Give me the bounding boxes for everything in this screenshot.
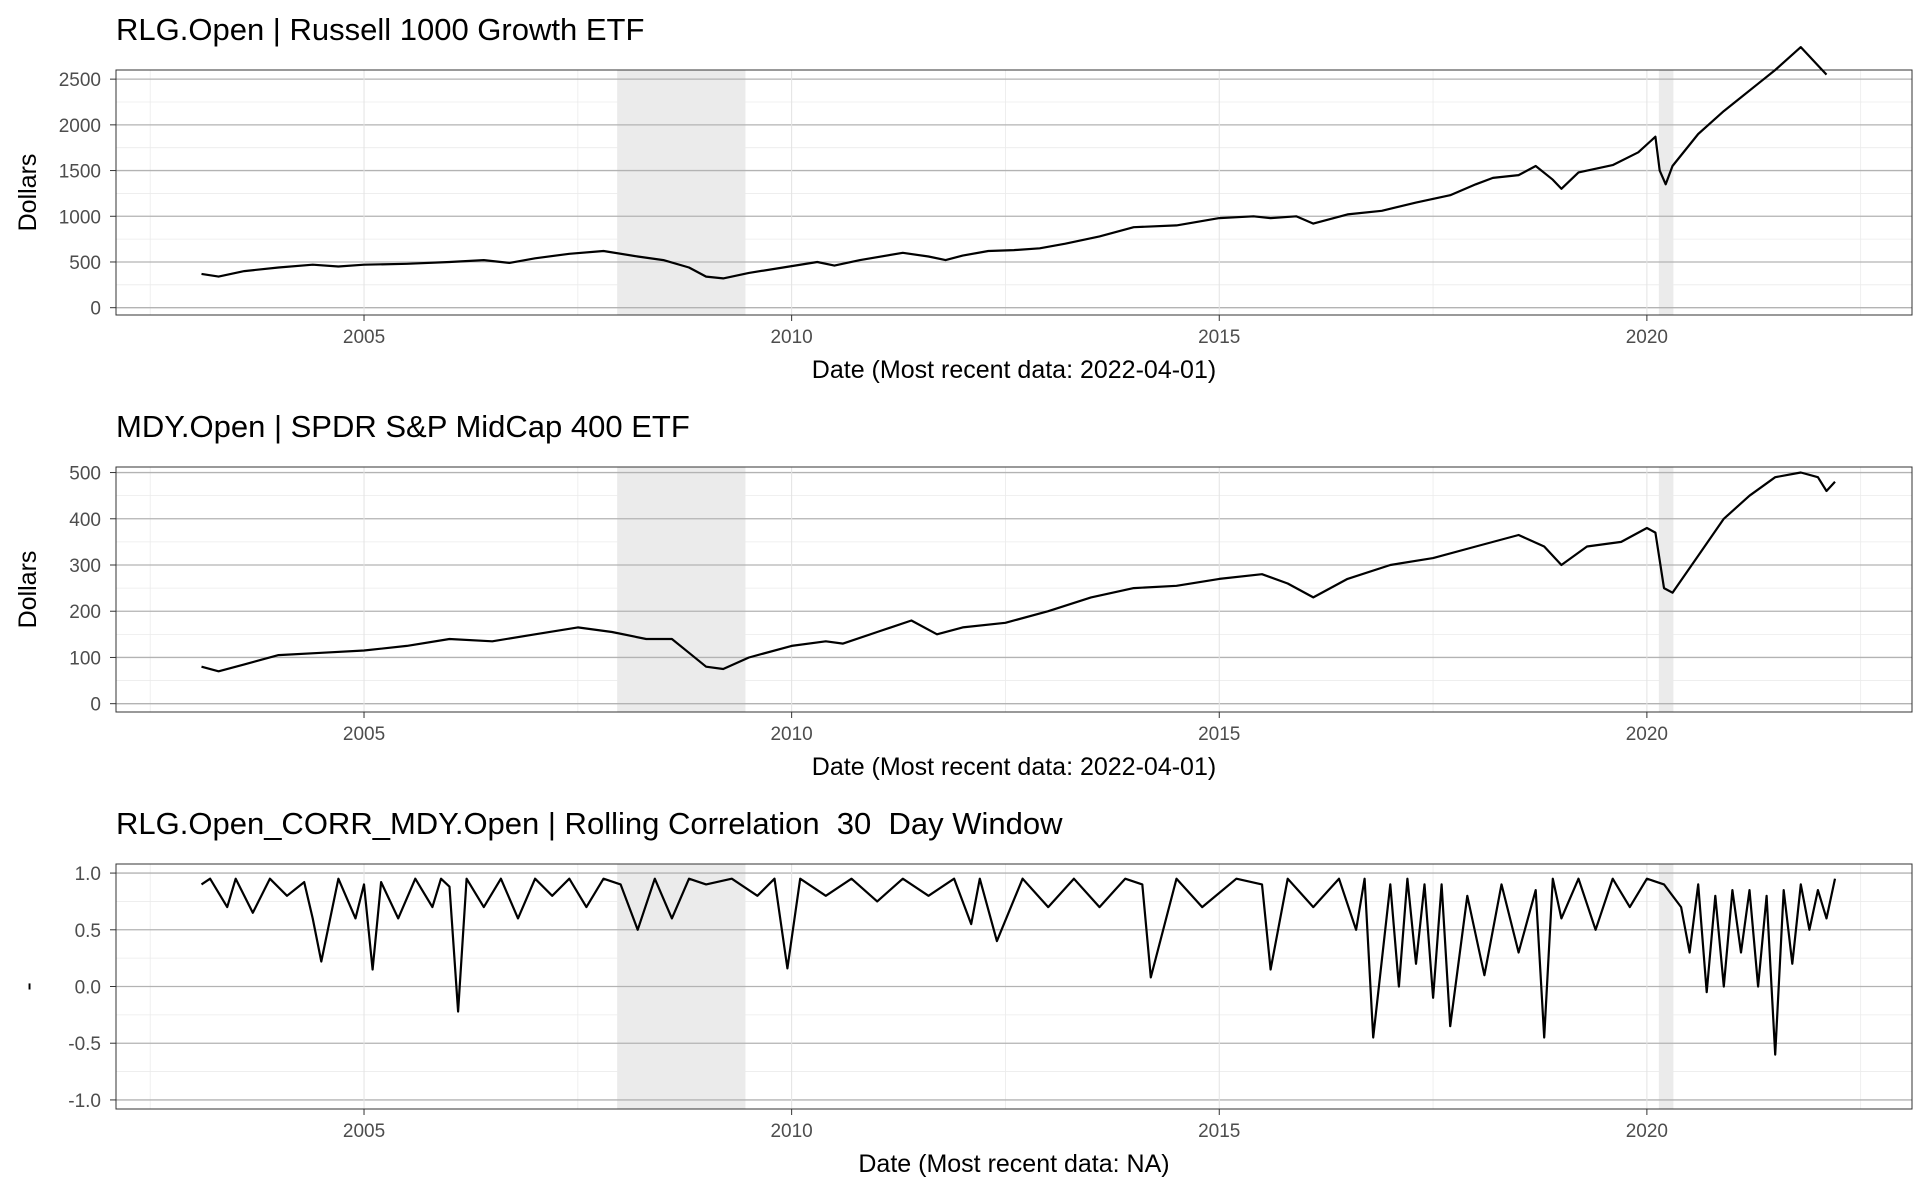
- y-tick-label: 400: [69, 510, 101, 531]
- x-axis-label: Date (Most recent data: 2022-04-01): [812, 356, 1216, 384]
- y-axis-label: Dollars: [14, 551, 42, 629]
- panel-border: [115, 466, 1913, 713]
- chart-svg: 0 100 200 300 400 500 2005 2010 2015 2020 MDY.Open…: [14, 409, 1913, 781]
- series-line: [201, 471, 1836, 673]
- y-tick-label: -0.5: [68, 1034, 101, 1055]
- chart-title: MDY.Open | SPDR S&P MidCap 400 ETF: [116, 409, 690, 444]
- x-axis-label: Date (Most recent data: 2022-04-01): [812, 753, 1216, 781]
- x-tick-label: 2015: [1198, 327, 1240, 348]
- y-tick-label: 300: [69, 556, 101, 577]
- recession-band: [617, 70, 746, 315]
- y-tick-label: 200: [69, 602, 101, 623]
- y-axis-label: -: [14, 982, 42, 990]
- panel-border: [115, 69, 1913, 316]
- y-tick-label: 2500: [59, 70, 101, 91]
- y-axis-label: Dollars: [14, 154, 42, 232]
- y-tick-label: 0: [90, 299, 101, 320]
- y-tick-label: 0.5: [75, 921, 101, 942]
- x-tick-label: 2005: [343, 327, 385, 348]
- y-tick-label: 1.0: [75, 864, 101, 885]
- x-tick-label: 2010: [770, 327, 812, 348]
- x-tick-label: 2015: [1198, 724, 1240, 745]
- x-tick-label: 2010: [770, 1121, 812, 1142]
- x-tick-label: 2005: [343, 724, 385, 745]
- x-tick-label: 2010: [770, 724, 812, 745]
- recession-band: [1658, 70, 1674, 315]
- chart-panel-3: -1.0 -0.5 0.0 0.5 1.0 2005 2010 2015 2020 RLG.Ope…: [0, 794, 1920, 1191]
- y-tick-label: 0.0: [75, 978, 101, 999]
- x-tick-label: 2015: [1198, 1121, 1240, 1142]
- x-tick-label: 2005: [343, 1121, 385, 1142]
- y-tick-label: 500: [69, 253, 101, 274]
- series-line: [200, 877, 1837, 1056]
- y-tick-label: 1000: [59, 207, 101, 228]
- chart-svg: 0 500 1000 1500 2000 2500 2005 2010 2015 2020 RLG.…: [14, 12, 1913, 384]
- chart-svg: -1.0 -0.5 0.0 0.5 1.0 2005 2010 2015 2020 RLG.Ope…: [14, 806, 1913, 1178]
- x-tick-label: 2020: [1626, 327, 1668, 348]
- x-axis-label: Date (Most recent data: NA): [858, 1150, 1169, 1178]
- chart-title: RLG.Open | Russell 1000 Growth ETF: [116, 12, 644, 47]
- y-tick-label: 500: [69, 464, 101, 485]
- series-line: [201, 45, 1828, 280]
- recession-band: [617, 467, 746, 712]
- y-tick-label: 1500: [59, 162, 101, 183]
- y-tick-label: 100: [69, 648, 101, 669]
- chart-panel-2: 0 100 200 300 400 500 2005 2010 2015 2020 MDY.Open…: [0, 397, 1920, 794]
- chart-panel-1: 0 500 1000 1500 2000 2500 2005 2010 2015 2020 RLG.…: [0, 0, 1920, 397]
- x-tick-label: 2020: [1626, 724, 1668, 745]
- x-tick-label: 2020: [1626, 1121, 1668, 1142]
- y-tick-label: 2000: [59, 116, 101, 137]
- y-tick-label: 0: [90, 695, 101, 716]
- y-tick-label: -1.0: [68, 1091, 101, 1112]
- chart-title: RLG.Open_CORR_MDY.Open | Rolling Correla…: [116, 806, 1063, 841]
